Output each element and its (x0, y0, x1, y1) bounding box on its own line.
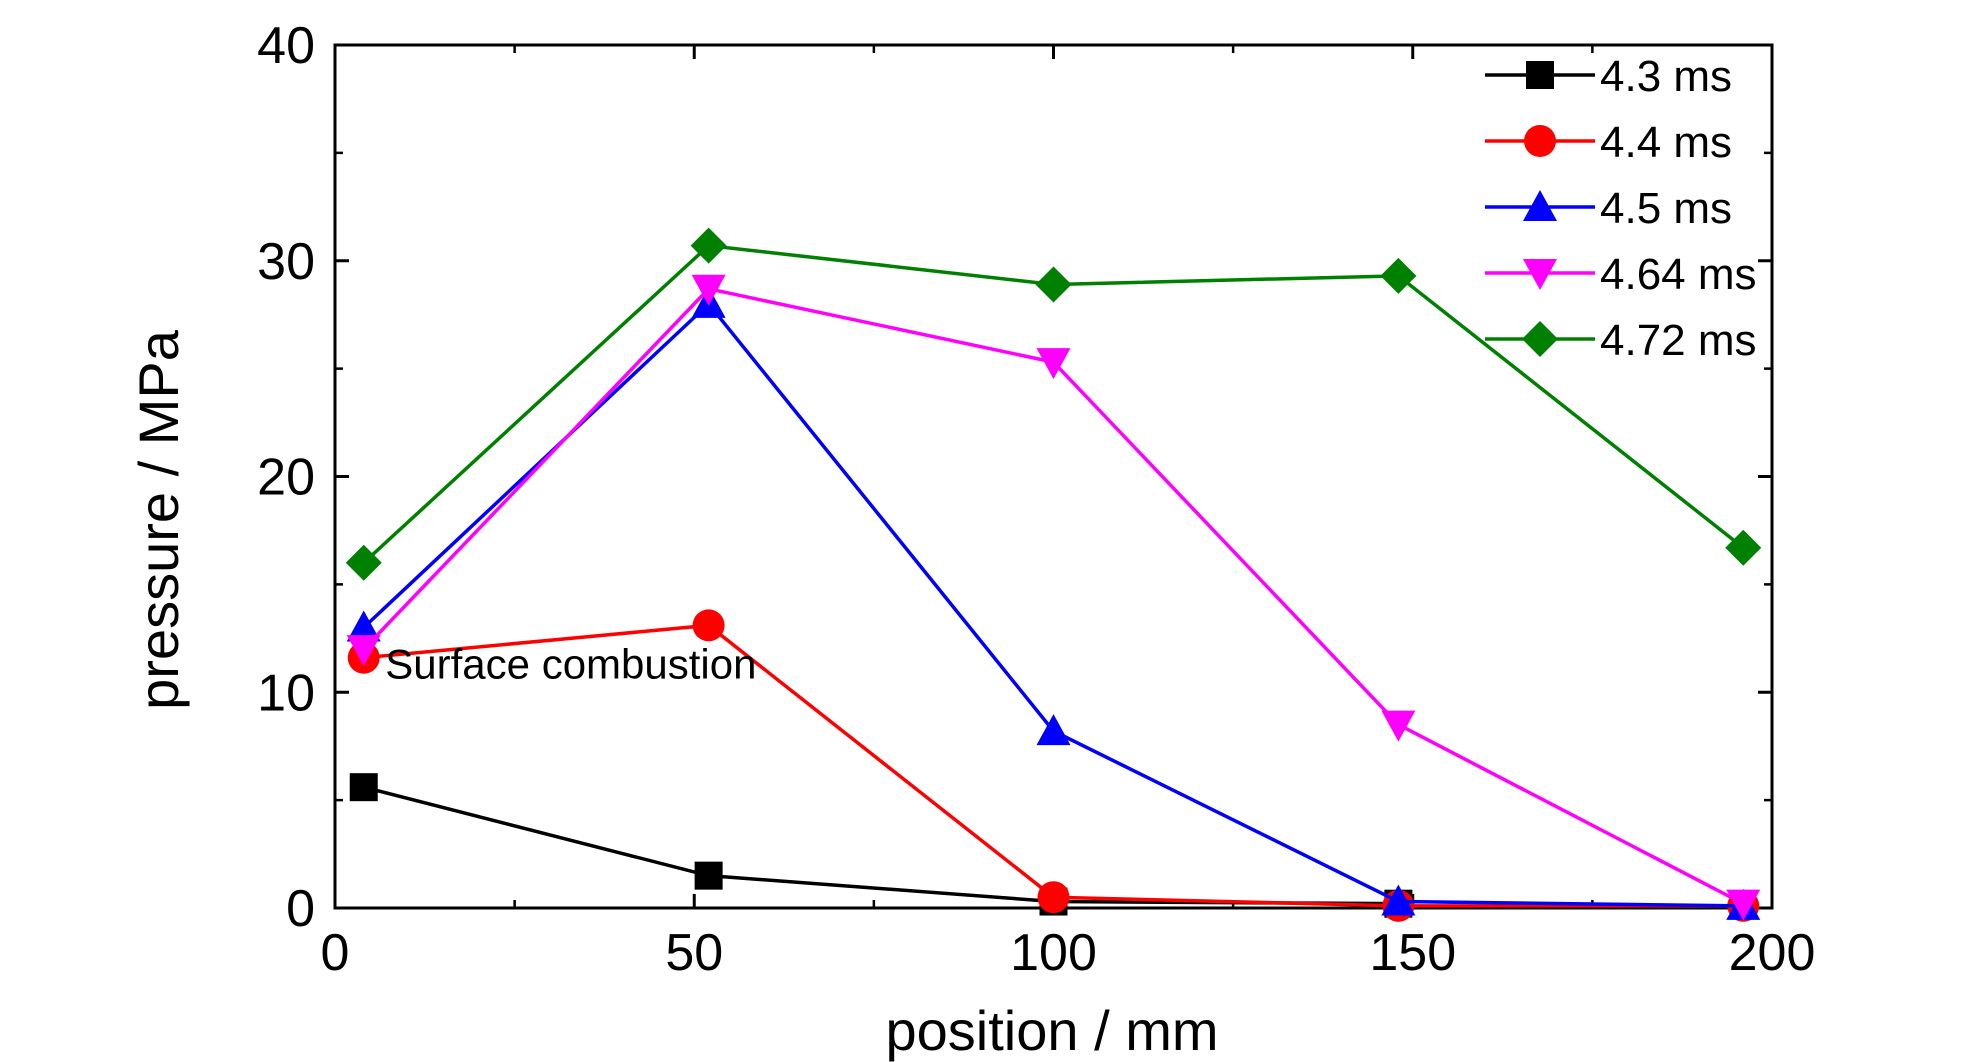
plot-area-border (333, 43, 1774, 910)
legend-entry: 4.4 ms (1485, 118, 1732, 167)
data-point (1036, 714, 1071, 746)
data-point (690, 227, 727, 264)
legend-marker (1526, 61, 1554, 89)
series-3 (346, 274, 1761, 921)
x-tick-label: 200 (1729, 924, 1816, 982)
legend-marker (1523, 259, 1557, 290)
y-tick-label: 10 (257, 664, 315, 722)
series-4 (345, 227, 1762, 581)
legend-marker (1523, 190, 1557, 221)
series-line (362, 301, 1744, 908)
legend-entry: 4.64 ms (1485, 250, 1757, 299)
plot-frame (333, 43, 1774, 910)
legend-label: 4.4 ms (1600, 118, 1732, 167)
series-line (362, 286, 1745, 906)
data-point (1725, 529, 1762, 566)
data-point (1035, 266, 1072, 303)
x-tick-label: 50 (665, 924, 723, 982)
axis-ticks: 0 50 100 150 200 0 10 20 30 40 (257, 17, 1815, 982)
legend-entry: 4.5 ms (1485, 184, 1732, 233)
data-point (349, 773, 378, 802)
data-point (346, 635, 381, 667)
legend-marker (1522, 321, 1558, 357)
data-point (691, 274, 726, 306)
legend-label: 4.64 ms (1600, 250, 1757, 299)
data-point (1381, 710, 1416, 742)
series-layer (345, 227, 1762, 922)
series-0 (349, 773, 1413, 918)
legend-label: 4.72 ms (1600, 316, 1757, 365)
y-tick-label: 20 (257, 449, 315, 507)
data-point (1726, 889, 1761, 921)
series-line (363, 785, 1399, 906)
y-axis-title: pressure / MPa (127, 329, 190, 710)
x-tick-label: 150 (1369, 924, 1456, 982)
legend: 4.3 ms 4.4 ms 4.5 ms 4.64 ms 4.72 ms (1485, 52, 1757, 365)
data-point (1381, 884, 1416, 916)
y-tick-label: 0 (286, 880, 315, 938)
legend-entry: 4.72 ms (1485, 316, 1757, 365)
data-point (345, 544, 382, 581)
data-point (1380, 257, 1417, 294)
legend-label: 4.3 ms (1600, 52, 1732, 101)
data-point (1037, 881, 1070, 914)
annotation-layer: Surface combustion (385, 641, 756, 688)
legend-marker (1524, 125, 1556, 157)
x-tick-label: 100 (1010, 924, 1097, 982)
legend-entry: 4.3 ms (1485, 52, 1732, 101)
data-point (1036, 348, 1071, 380)
x-tick-label: 0 (321, 924, 350, 982)
annotation-label: Surface combustion (385, 641, 756, 688)
data-point (346, 610, 381, 642)
x-axis-title: position / mm (886, 999, 1219, 1062)
y-tick-label: 40 (257, 17, 315, 75)
data-point (692, 609, 725, 642)
legend-label: 4.5 ms (1600, 184, 1732, 233)
data-point (694, 861, 723, 890)
y-tick-label: 30 (257, 233, 315, 291)
